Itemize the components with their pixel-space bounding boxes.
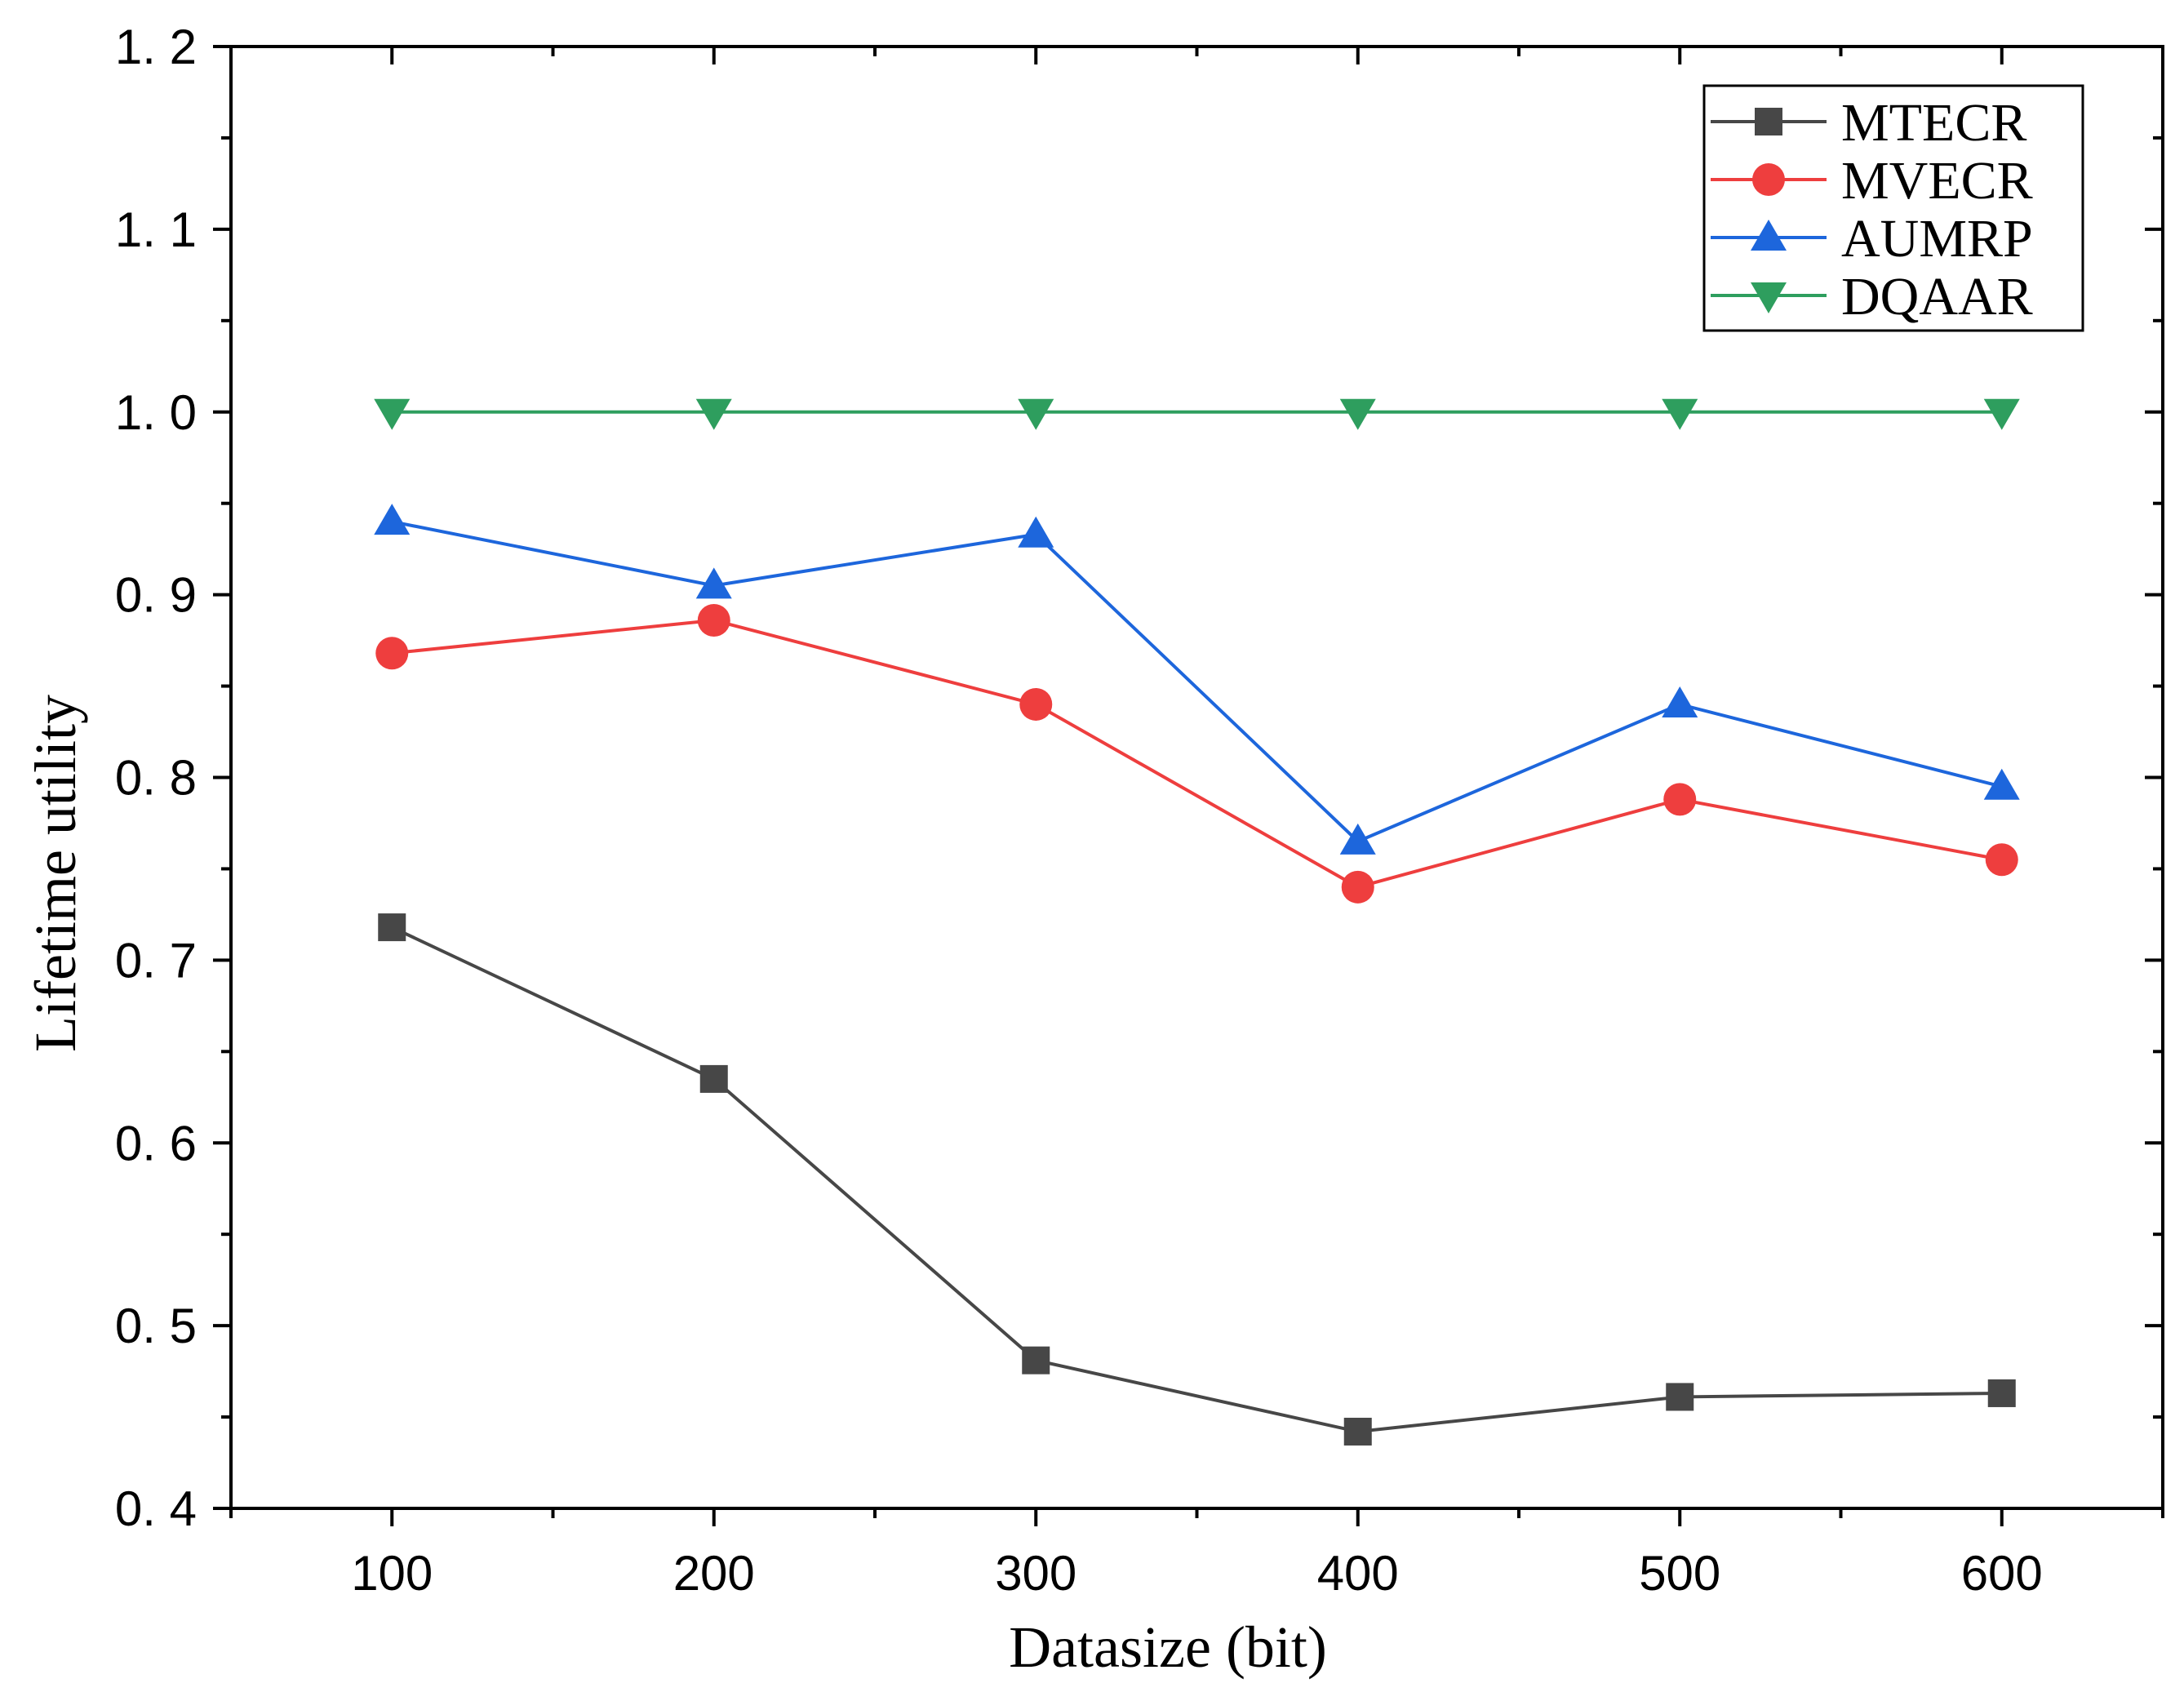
data-point-mtecr <box>699 1064 728 1093</box>
y-axis-title: Lifetime utility <box>23 695 88 1052</box>
series-mtecr <box>378 913 2016 1446</box>
x-tick-label: 200 <box>673 1546 755 1601</box>
legend-label: MTECR <box>1841 93 2026 153</box>
data-point-aumrp <box>374 504 411 535</box>
x-tick-label: 300 <box>995 1546 1076 1601</box>
x-tick-label: 500 <box>1639 1546 1720 1601</box>
data-point-mvecr <box>375 637 409 670</box>
data-point-mvecr <box>1341 870 1374 904</box>
series-aumrp <box>374 504 2020 855</box>
series-line-mvecr <box>392 618 2003 889</box>
data-point-mtecr <box>1666 1383 1694 1411</box>
data-point-mtecr <box>1343 1417 1372 1446</box>
data-point-dqaar <box>1662 398 1698 430</box>
y-tick-label: 0. 4 <box>115 1481 197 1536</box>
data-point-dqaar <box>374 398 411 430</box>
legend-entry-mvecr: MVECR <box>1711 151 2033 211</box>
data-point-mtecr <box>378 913 406 942</box>
legend-marker-mtecr <box>1755 108 1782 135</box>
data-point-aumrp <box>695 567 732 599</box>
y-tick-label: 0. 8 <box>115 751 197 806</box>
data-point-aumrp <box>1662 686 1698 717</box>
data-point-mvecr <box>1019 687 1053 721</box>
legend-label: MVECR <box>1841 151 2033 211</box>
data-point-mtecr <box>1987 1379 2016 1407</box>
data-point-mvecr <box>697 603 730 637</box>
series-line-mtecr <box>391 926 2002 1433</box>
data-point-mvecr <box>1985 843 2018 877</box>
data-point-mtecr <box>1022 1346 1050 1375</box>
legend-label: AUMRP <box>1841 209 2033 269</box>
y-tick-label: 0. 9 <box>115 568 197 623</box>
x-tick-label: 600 <box>1961 1546 2043 1601</box>
x-tick-label: 400 <box>1317 1546 1399 1601</box>
y-tick-label: 0. 5 <box>115 1299 197 1353</box>
legend-entry-mtecr: MTECR <box>1711 93 2026 153</box>
y-tick-label: 1. 1 <box>115 202 197 257</box>
y-tick-label: 1. 0 <box>115 385 197 440</box>
legend-label: DQAAR <box>1841 267 2033 326</box>
legend-marker-mvecr <box>1752 163 1785 196</box>
data-point-aumrp <box>1339 823 1376 855</box>
series-mvecr <box>375 603 2018 904</box>
x-axis-title: Datasize (bit) <box>1009 1614 1327 1680</box>
data-point-dqaar <box>1983 398 2020 430</box>
legend-marker-aumrp <box>1751 220 1787 251</box>
series-dqaar <box>374 398 2020 430</box>
data-point-aumrp <box>1018 516 1054 548</box>
data-point-dqaar <box>695 398 732 430</box>
y-tick-label: 0. 7 <box>115 933 197 988</box>
data-point-mvecr <box>1663 783 1697 816</box>
x-tick-label: 100 <box>351 1546 433 1601</box>
legend-entry-aumrp: AUMRP <box>1711 209 2033 269</box>
data-point-dqaar <box>1018 398 1054 430</box>
data-point-aumrp <box>1983 768 2020 800</box>
data-point-dqaar <box>1339 398 1376 430</box>
series-line-aumrp <box>391 520 2003 844</box>
y-tick-label: 0. 6 <box>115 1116 197 1170</box>
legend-entry-dqaar: DQAAR <box>1711 267 2033 326</box>
y-tick-label: 1. 2 <box>115 20 197 74</box>
legend-marker-dqaar <box>1751 282 1787 313</box>
